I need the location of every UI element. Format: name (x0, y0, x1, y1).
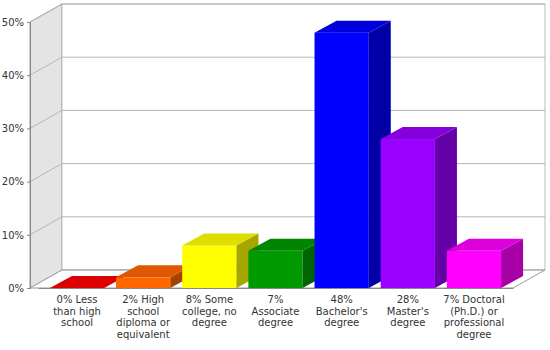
y-tick-label: 50% (2, 17, 24, 28)
grid-line (30, 57, 545, 75)
left-wall (30, 4, 62, 288)
bar (182, 233, 258, 288)
x-tick-label-line: 2% High (122, 294, 164, 305)
x-tick-label-line: equivalent (117, 329, 170, 340)
x-tick-label-line: degree (324, 317, 359, 328)
x-tick-label-line: degree (390, 317, 425, 328)
x-tick-label-line: degree (258, 317, 293, 328)
x-tick-label-line: 28% (397, 294, 419, 305)
x-tick-label: 48%Bachelor'sdegree (316, 294, 368, 328)
bar-front (381, 139, 435, 288)
x-tick: 7% Doctoral(Ph.D.) orprofessionaldegree (443, 288, 504, 340)
x-tick-label-line: college, no (182, 306, 237, 317)
bar (50, 276, 126, 288)
x-axis-line (39, 288, 514, 289)
y-tick: 50% (2, 17, 30, 28)
x-tick-label-line: (Ph.D.) or (450, 306, 499, 317)
y-tick-label: 10% (2, 230, 24, 241)
bar (315, 21, 391, 288)
x-tick-label-line: school (127, 306, 159, 317)
y-axis: 0% 10% 20% 30% 40% 50% (2, 17, 31, 294)
x-tick-label-line: Associate (252, 306, 300, 317)
y-tick: 20% (2, 176, 30, 187)
x-tick: 2% Highschooldiploma orequivalent (116, 288, 171, 340)
bar-top (248, 239, 324, 251)
x-tick: 0% Lessthan highschool (53, 288, 101, 328)
x-tick-label-line: school (61, 317, 93, 328)
bar-top (182, 233, 258, 245)
y-tick-label: 0% (8, 283, 24, 294)
bar-top (447, 239, 523, 251)
x-tick-label-line: 7% Doctoral (443, 294, 504, 305)
x-tick-label-line: 8% Some (186, 294, 233, 305)
x-tick-label-line: degree (192, 317, 227, 328)
walls (30, 4, 545, 288)
y-tick-label: 30% (2, 123, 24, 134)
x-tick: 7%Associatedegree (252, 288, 300, 328)
x-tick-label: 7%Associatedegree (252, 294, 300, 328)
bar-top (116, 265, 192, 277)
bar (248, 239, 324, 288)
y-tick: 0% (8, 283, 30, 294)
bar-front (182, 245, 236, 288)
x-tick-label-line: Bachelor's (316, 306, 368, 317)
y-tick-mark (27, 128, 30, 129)
y-tick-mark (27, 75, 30, 76)
x-tick: 28%Master'sdegree (387, 288, 429, 328)
x-tick-label: 8% Somecollege, nodegree (182, 294, 237, 328)
x-axis: 0% Lessthan highschool2% Highschooldiplo… (39, 288, 514, 340)
x-tick-label-line: diploma or (116, 317, 171, 328)
bar-top (315, 21, 391, 33)
grid-line (30, 110, 545, 128)
x-tick-label: 7% Doctoral(Ph.D.) orprofessionaldegree (443, 294, 504, 340)
y-tick-mark (27, 235, 30, 236)
x-tick-label-line: 7% (268, 294, 284, 305)
y-tick: 10% (2, 230, 30, 241)
x-tick-label: 2% Highschooldiploma orequivalent (116, 294, 171, 340)
x-tick-label-line: professional (444, 317, 505, 328)
y-tick: 30% (2, 123, 30, 134)
bar (116, 265, 192, 288)
bar-front (116, 277, 170, 288)
bar-top (50, 276, 126, 288)
x-tick-label-line: 48% (331, 294, 353, 305)
bar-front (315, 33, 369, 288)
y-tick: 40% (2, 70, 30, 81)
grid (30, 4, 545, 288)
bar (381, 127, 457, 288)
y-tick-mark (27, 182, 30, 183)
bar-front (447, 251, 501, 288)
back-wall (62, 4, 545, 270)
y-tick-mark (27, 22, 30, 23)
y-tick-label: 40% (2, 70, 24, 81)
x-tick-label: 28%Master'sdegree (387, 294, 429, 328)
chart: 0%10%20%30%40%50%0% Lessthan highschool2… (0, 0, 550, 350)
grid-line (30, 4, 545, 22)
y-axis-line (27, 23, 31, 289)
bar (447, 239, 523, 288)
x-tick-label-line: Master's (387, 306, 429, 317)
x-tick-label-line: than high (53, 306, 101, 317)
grid-line (30, 164, 545, 182)
bars (50, 21, 523, 288)
y-tick-label: 20% (2, 176, 24, 187)
x-tick-label-line: 0% Less (57, 294, 98, 305)
grid-line (30, 217, 545, 235)
x-tick: 8% Somecollege, nodegree (182, 288, 237, 328)
bar-front (248, 251, 302, 288)
x-tick-label: 0% Lessthan highschool (53, 294, 101, 328)
bar-top (381, 127, 457, 139)
y-tick-mark (27, 288, 30, 289)
x-tick-label-line: degree (456, 329, 491, 340)
x-tick: 48%Bachelor'sdegree (316, 288, 368, 328)
